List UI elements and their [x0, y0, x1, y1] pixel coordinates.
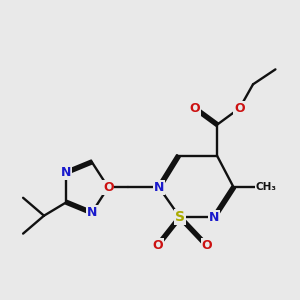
Text: O: O: [190, 102, 200, 115]
Text: S: S: [175, 210, 185, 224]
Text: N: N: [209, 211, 219, 224]
Text: N: N: [61, 166, 72, 179]
Text: O: O: [234, 102, 245, 115]
Text: O: O: [103, 181, 113, 194]
Text: N: N: [87, 206, 97, 219]
Text: N: N: [154, 181, 164, 194]
Text: CH₃: CH₃: [256, 182, 277, 192]
Text: O: O: [152, 239, 163, 252]
Text: O: O: [201, 239, 212, 252]
